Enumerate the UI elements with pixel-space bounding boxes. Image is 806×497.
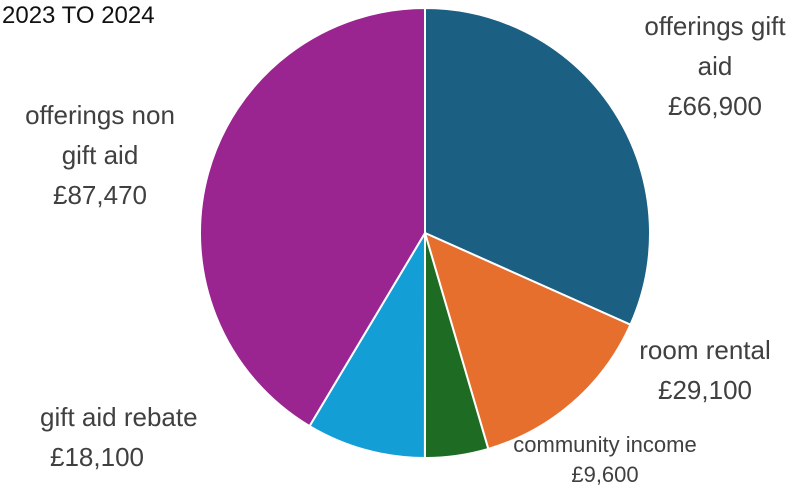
slice-value-offerings-non-gift-aid: £87,470 <box>0 175 200 215</box>
slice-name-community-income: community income <box>480 430 730 460</box>
slice-name-offerings-gift-aid: offerings gift aid <box>625 6 805 86</box>
slice-value-community-income: £9,600 <box>480 460 730 490</box>
slice-value-room-rental: £29,100 <box>610 370 800 410</box>
data-label-offerings-gift-aid: offerings gift aid £66,900 <box>620 6 806 126</box>
data-label-room-rental: room rental £29,100 <box>610 330 800 410</box>
slice-name-room-rental: room rental <box>610 330 800 370</box>
data-label-offerings-non-gift-aid: offerings non gift aid £87,470 <box>0 95 200 215</box>
slice-name-offerings-non-gift-aid: offerings non gift aid <box>5 95 195 175</box>
chart-title: 2023 TO 2024 <box>2 2 155 30</box>
data-label-gift-aid-rebate: gift aid rebate £18,100 <box>40 397 250 477</box>
slice-value-gift-aid-rebate: £18,100 <box>40 437 250 477</box>
data-label-community-income: community income £9,600 <box>480 430 730 490</box>
slice-value-offerings-gift-aid: £66,900 <box>620 86 806 126</box>
slice-name-gift-aid-rebate: gift aid rebate <box>40 397 250 437</box>
